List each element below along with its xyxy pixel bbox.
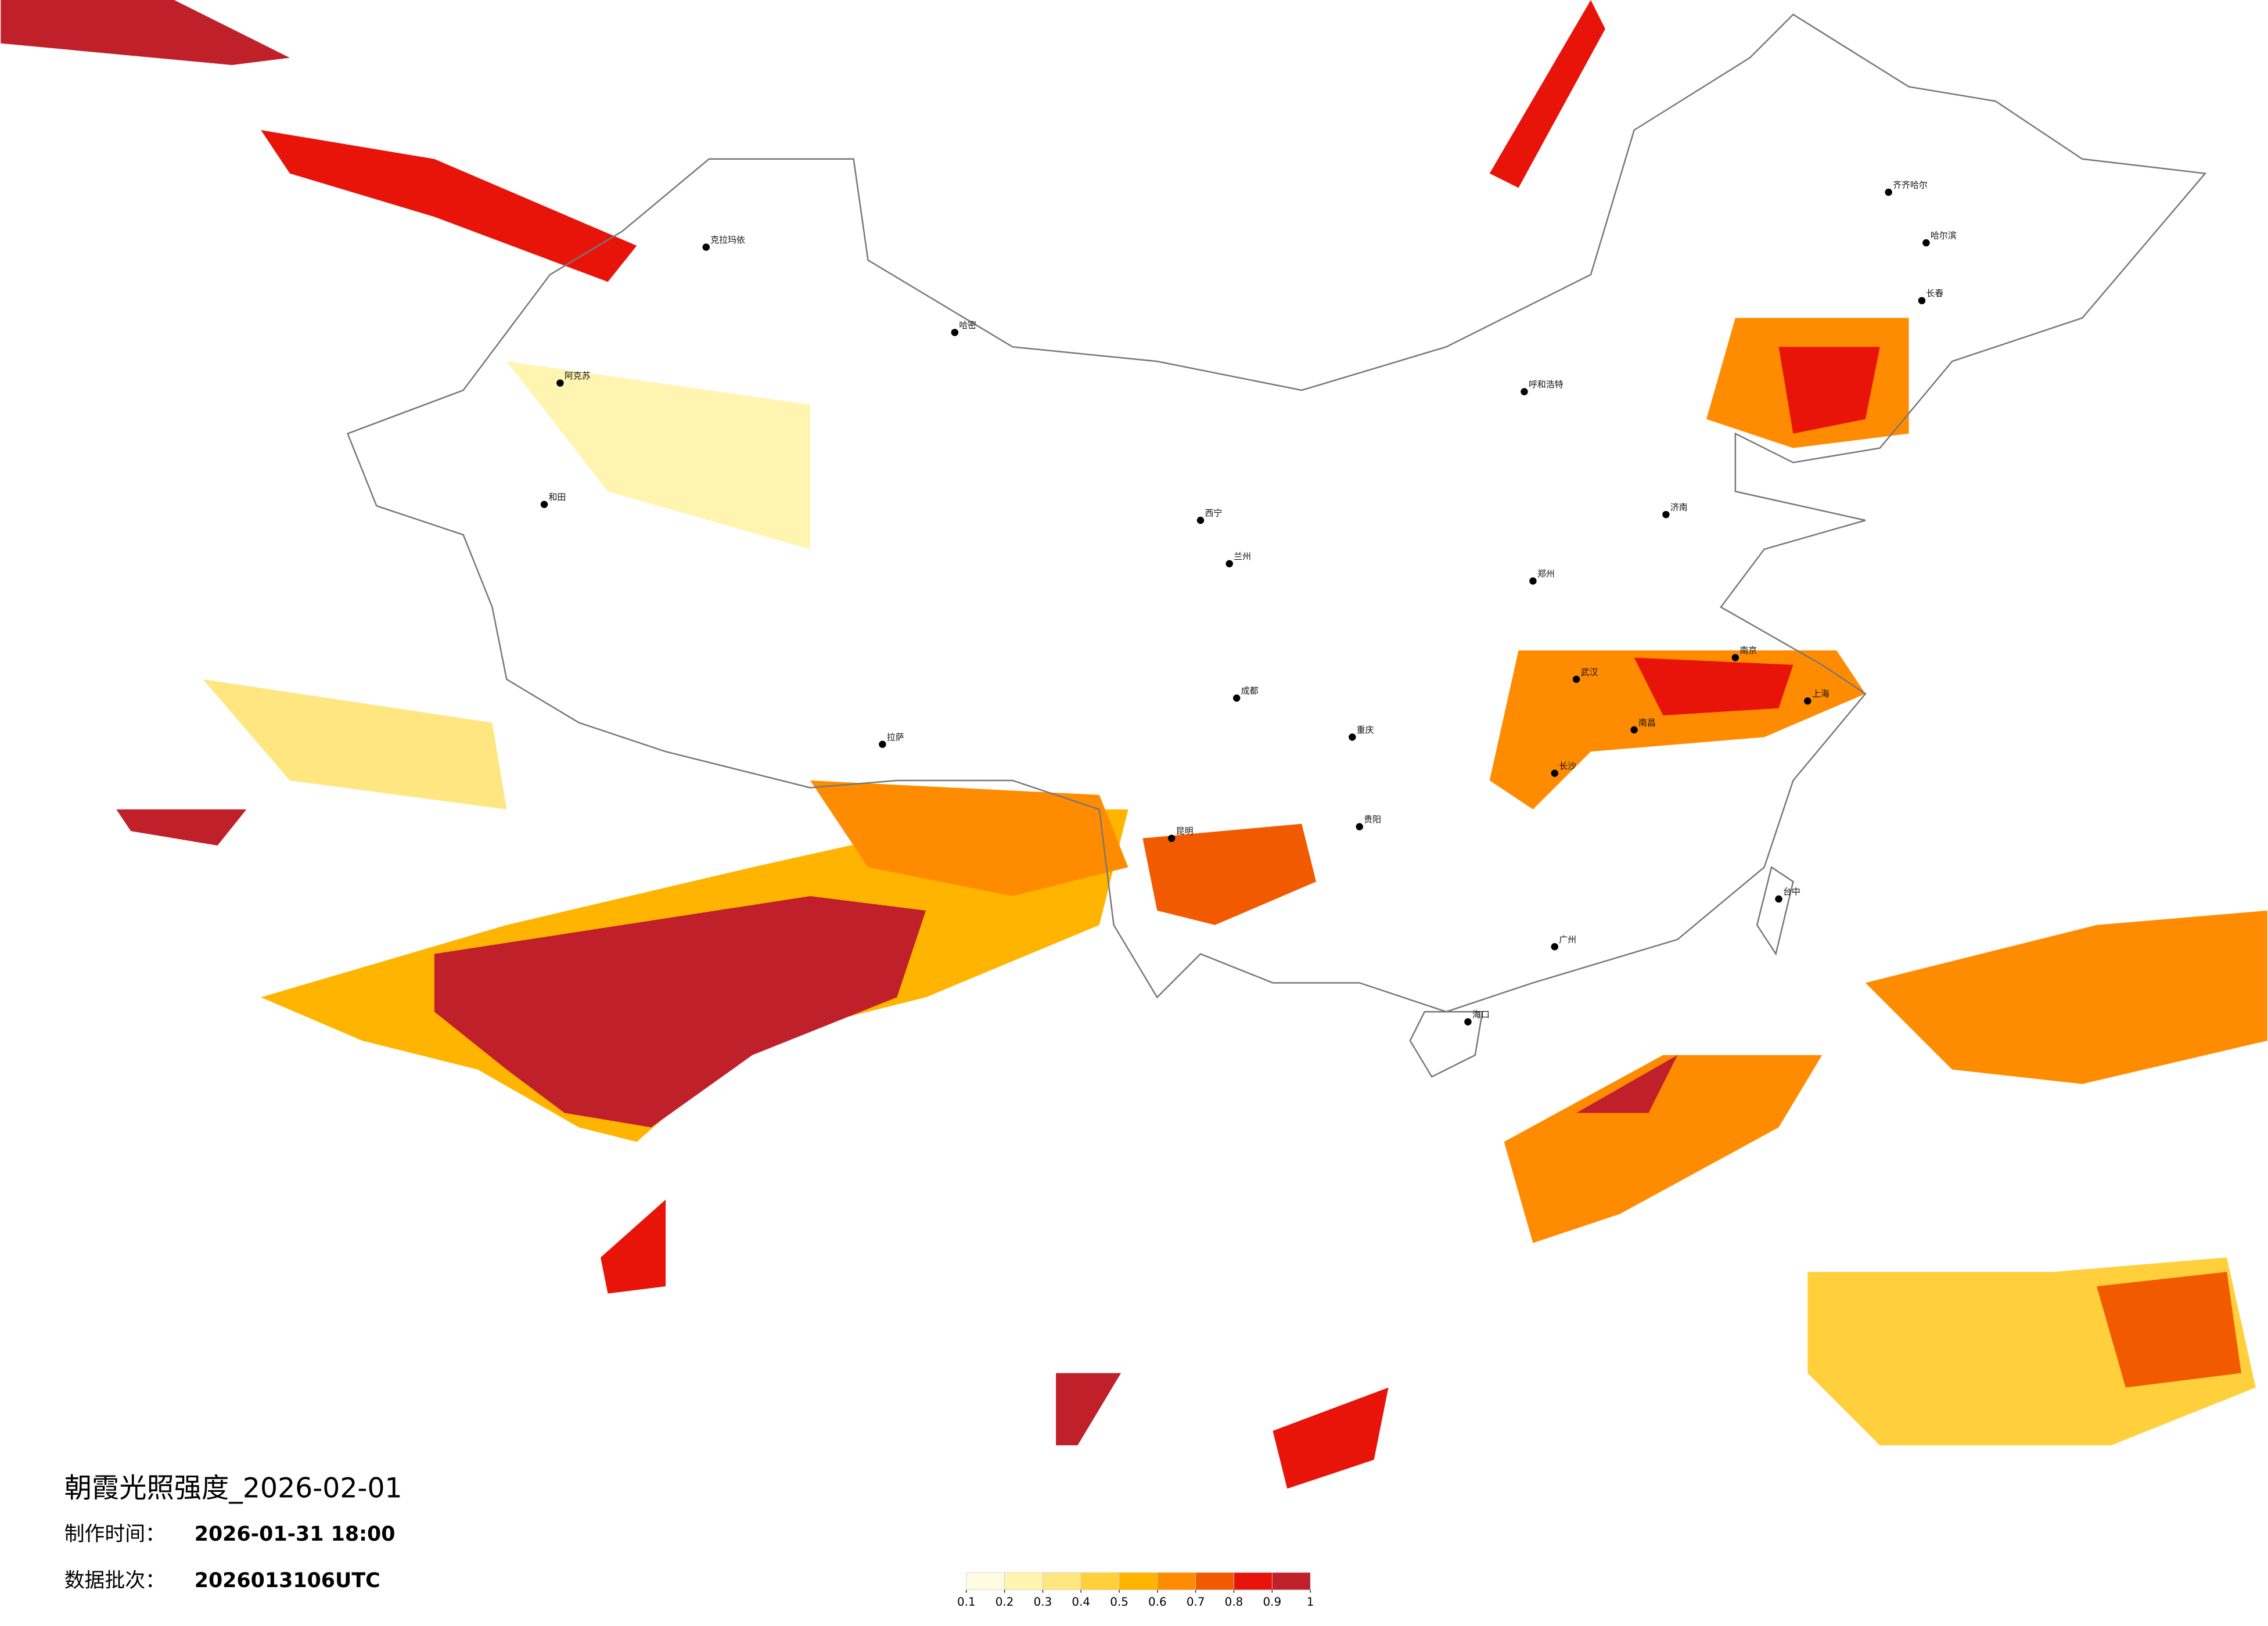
field-blob bbox=[434, 896, 926, 1128]
legend-swatch bbox=[1119, 1572, 1158, 1591]
city-dot bbox=[1356, 823, 1363, 830]
field-blob bbox=[1865, 911, 2267, 1084]
city-dot bbox=[1196, 516, 1205, 524]
city-label: 长沙 bbox=[1559, 761, 1576, 771]
city-dot bbox=[1922, 239, 1930, 247]
city-label: 兰州 bbox=[1234, 551, 1251, 562]
legend-tick-label: 0.3 bbox=[1034, 1595, 1052, 1609]
city-label: 呼和浩特 bbox=[1529, 379, 1563, 390]
field-blob bbox=[116, 809, 247, 846]
city-label: 昆明 bbox=[1176, 826, 1194, 836]
field-blob bbox=[261, 130, 637, 282]
legend-swatch bbox=[1271, 1572, 1311, 1591]
legend-tick-label: 0.9 bbox=[1263, 1595, 1281, 1609]
city-dot bbox=[1551, 943, 1558, 951]
city-label: 西宁 bbox=[1205, 508, 1222, 519]
legend-swatch bbox=[1043, 1572, 1081, 1591]
country-outline bbox=[346, 13, 2207, 1078]
field-blob bbox=[1, 0, 290, 65]
city-dot bbox=[1662, 510, 1670, 519]
field-blob bbox=[1142, 823, 1317, 925]
city-label: 哈尔滨 bbox=[1931, 231, 1957, 241]
city-dot bbox=[1529, 577, 1537, 585]
legend-tick-label: 0.5 bbox=[1110, 1595, 1128, 1609]
field-blob bbox=[1504, 1055, 1823, 1243]
legend: 0.1 0.2 0.3 0.4 0.5 0.6 0.7 0.8 0.9 1 bbox=[957, 1572, 1314, 1609]
city-label: 海口 bbox=[1472, 1009, 1490, 1020]
field-blob bbox=[1778, 347, 1880, 434]
legend-tick-label: 0.6 bbox=[1148, 1595, 1167, 1609]
city-label: 哈密 bbox=[959, 320, 976, 330]
field-blob bbox=[506, 361, 810, 549]
city-label: 长春 bbox=[1926, 288, 1943, 298]
batch-label: 数据批次： bbox=[64, 1569, 166, 1592]
legend-swatch bbox=[1004, 1572, 1043, 1591]
map-title: 朝霞光照强度_2026-02-01 bbox=[64, 1472, 402, 1504]
city-dot bbox=[1167, 834, 1176, 842]
field-blob bbox=[1056, 1373, 1122, 1445]
city-label: 齐齐哈尔 bbox=[1893, 180, 1928, 190]
city-label: 武汉 bbox=[1581, 667, 1598, 677]
made-value: 2026-01-31 18:00 bbox=[195, 1523, 396, 1546]
batch-value: 2026013106UTC bbox=[195, 1569, 380, 1592]
city-dot bbox=[1551, 769, 1558, 777]
field-blob bbox=[601, 1199, 666, 1294]
city-dot bbox=[1918, 297, 1926, 304]
legend-tick-label: 0.4 bbox=[1072, 1595, 1090, 1609]
city-dot bbox=[702, 243, 710, 251]
legend-tick-label: 1 bbox=[1307, 1595, 1314, 1609]
city-dot bbox=[1521, 388, 1528, 395]
legend-swatch bbox=[966, 1572, 1005, 1591]
legend-swatch bbox=[1157, 1572, 1196, 1591]
field-blob bbox=[1489, 0, 1605, 188]
field-blob bbox=[1576, 1055, 1678, 1113]
city-dot bbox=[1464, 1018, 1472, 1026]
city-label: 广州 bbox=[1559, 934, 1576, 945]
city-dot bbox=[1349, 733, 1356, 741]
city-dot bbox=[1804, 697, 1811, 705]
city-dot bbox=[556, 379, 564, 387]
intensity-field bbox=[1, 0, 2267, 1489]
city-label: 南京 bbox=[1739, 645, 1757, 656]
field-blob bbox=[203, 679, 507, 810]
city-label: 上海 bbox=[1812, 689, 1830, 699]
city-dot bbox=[879, 740, 886, 748]
city-label: 克拉玛依 bbox=[710, 235, 745, 245]
field-blob bbox=[810, 780, 1128, 897]
field-blob bbox=[1634, 657, 1793, 715]
legend-tick-label: 0.7 bbox=[1187, 1595, 1205, 1609]
city-label: 台中 bbox=[1783, 887, 1800, 897]
city-dot bbox=[951, 329, 959, 336]
city-label: 郑州 bbox=[1537, 569, 1555, 579]
city-dot bbox=[1775, 895, 1782, 903]
city-dot bbox=[1731, 654, 1739, 661]
city-dot bbox=[1232, 694, 1241, 702]
legend-tick-label: 0.1 bbox=[957, 1595, 976, 1609]
city-dot bbox=[540, 501, 548, 508]
city-label: 济南 bbox=[1670, 502, 1688, 513]
field-blob bbox=[1273, 1387, 1389, 1489]
city-dot bbox=[1885, 188, 1892, 196]
legend-swatch bbox=[1195, 1572, 1234, 1591]
legend-swatch bbox=[1234, 1572, 1273, 1591]
city-label: 拉萨 bbox=[887, 732, 904, 742]
city-label: 南昌 bbox=[1638, 717, 1656, 728]
city-label: 成都 bbox=[1241, 686, 1259, 696]
city-label: 重庆 bbox=[1357, 725, 1374, 735]
city-label: 贵阳 bbox=[1364, 814, 1381, 825]
legend-tick-label: 0.8 bbox=[1225, 1595, 1243, 1609]
city-dot bbox=[1572, 675, 1580, 683]
city-dot bbox=[1225, 560, 1233, 567]
legend-swatch bbox=[1080, 1572, 1120, 1591]
city-dot bbox=[1630, 726, 1638, 734]
legend-tick-label: 0.2 bbox=[995, 1595, 1014, 1609]
made-label: 制作时间： bbox=[64, 1523, 166, 1546]
city-label: 和田 bbox=[549, 492, 566, 502]
field-blob bbox=[2097, 1272, 2241, 1388]
city-label: 阿克苏 bbox=[565, 370, 591, 381]
